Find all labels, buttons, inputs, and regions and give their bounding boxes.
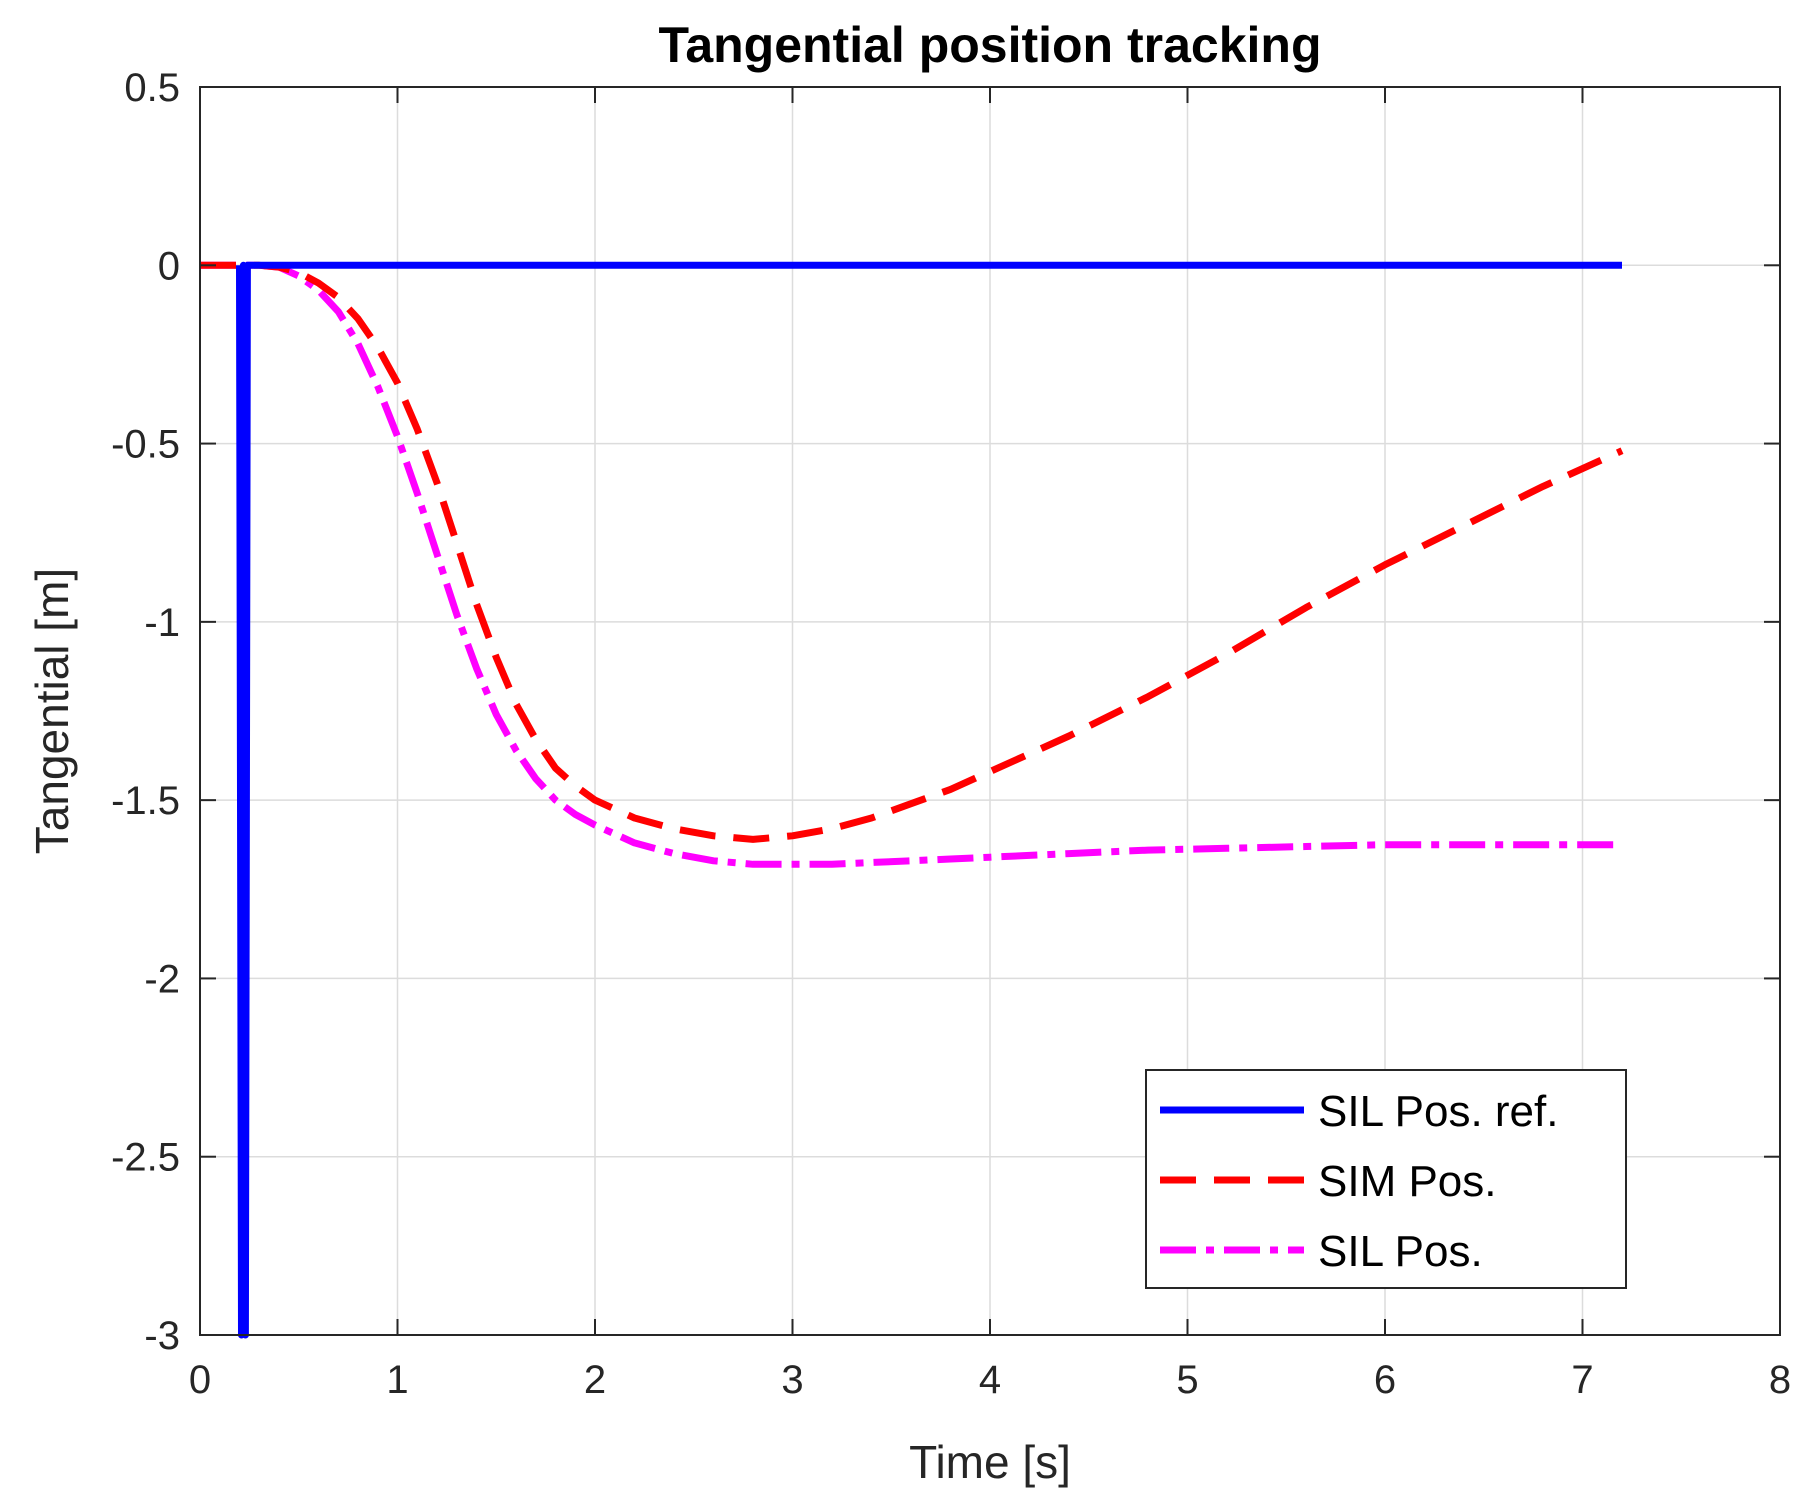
x-tick-label: 5 [1176,1358,1198,1402]
x-tick-label: 6 [1374,1358,1396,1402]
series-sim-pos [200,261,1624,843]
y-tick-labels: 0.5 0 -0.5 -1 -1.5 -2 -2.5 -3 [111,66,180,1358]
y-tick-label: 0.5 [124,66,180,110]
x-tick-labels: 0 1 2 3 4 5 6 7 8 [189,1358,1791,1402]
legend-label-sim-pos: SIM Pos. [1318,1157,1497,1206]
y-tick-label: -1 [144,601,180,645]
y-tick-label: -1.5 [111,779,180,823]
series-layer [200,261,1624,1339]
series-sil-pos [200,261,1622,868]
x-tick-label: 1 [386,1358,408,1402]
legend-label-sil-pos-ref: SIL Pos. ref. [1318,1087,1558,1136]
y-tick-label: -0.5 [111,423,180,467]
x-tick-label: 3 [781,1358,803,1402]
x-tick-label: 0 [189,1358,211,1402]
legend-label-sil-pos: SIL Pos. [1318,1227,1483,1276]
y-axis-label: Tangential [m] [26,568,78,854]
ticks [199,86,1781,1336]
x-tick-label: 8 [1769,1358,1791,1402]
series-sil-pos-ref [236,261,1622,1339]
y-tick-label: -2.5 [111,1136,180,1180]
legend: SIL Pos. ref. SIM Pos. SIL Pos. [1145,1069,1627,1289]
y-tick-label: 0 [158,244,180,288]
x-tick-label: 7 [1571,1358,1593,1402]
y-tick-label: -2 [144,957,180,1001]
x-axis-label: Time [s] [909,1436,1071,1488]
x-tick-label: 2 [584,1358,606,1402]
y-tick-label: -3 [144,1314,180,1358]
chart-title: Tangential position tracking [658,17,1321,73]
x-tick-label: 4 [979,1358,1001,1402]
